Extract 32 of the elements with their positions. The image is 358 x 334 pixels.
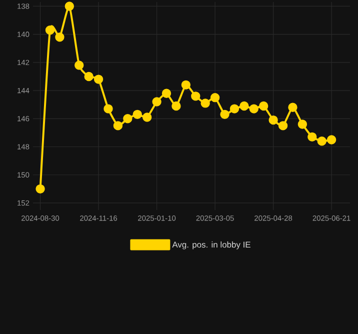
point bbox=[298, 120, 308, 129]
legend-label: Avg. pos. in lobby IE bbox=[172, 241, 250, 250]
point bbox=[249, 104, 258, 114]
point bbox=[220, 110, 230, 120]
point bbox=[191, 92, 200, 101]
point bbox=[94, 74, 104, 84]
point bbox=[162, 88, 172, 98]
point bbox=[45, 26, 55, 35]
point bbox=[74, 60, 84, 70]
point bbox=[278, 121, 288, 130]
point bbox=[268, 115, 278, 125]
point bbox=[113, 121, 123, 130]
point bbox=[36, 184, 45, 194]
point bbox=[172, 101, 181, 111]
point bbox=[258, 101, 268, 111]
point bbox=[64, 2, 74, 11]
point bbox=[104, 104, 113, 114]
point bbox=[123, 114, 132, 124]
point bbox=[288, 102, 298, 112]
point bbox=[181, 80, 191, 90]
point bbox=[326, 135, 336, 144]
point bbox=[210, 92, 220, 102]
point bbox=[230, 104, 240, 114]
point bbox=[240, 101, 249, 111]
point bbox=[55, 32, 64, 42]
point bbox=[308, 132, 317, 142]
point bbox=[142, 112, 152, 122]
point bbox=[132, 110, 142, 120]
point bbox=[317, 136, 326, 146]
point bbox=[200, 98, 210, 108]
point bbox=[152, 97, 162, 106]
point bbox=[84, 72, 94, 82]
